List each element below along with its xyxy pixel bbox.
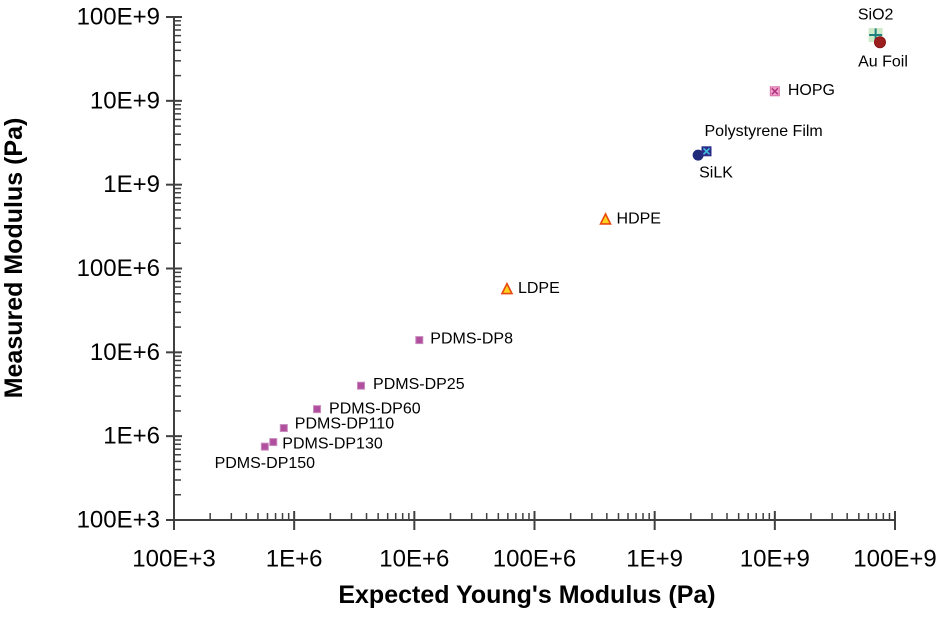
point-label: Polystyrene Film: [705, 123, 823, 140]
marker-x-stroke: [771, 87, 779, 95]
data-point-polystyrene-film: Polystyrene Film: [701, 123, 823, 157]
square-marker: [357, 381, 366, 390]
point-label: LDPE: [518, 280, 560, 297]
x-axis-title: Expected Young's Modulus (Pa): [338, 581, 715, 609]
circle-marker: [873, 36, 886, 49]
data-point-au-foil: Au Foil: [858, 36, 908, 71]
axes: [166, 16, 896, 530]
point-label: SiLK: [699, 165, 733, 182]
marker-x-stroke: [702, 147, 711, 155]
y-tick-label: 100E+3: [77, 507, 160, 534]
point-label: PDMS-DP110: [295, 416, 394, 433]
point-label: SiO2: [858, 6, 894, 23]
square-marker: [313, 405, 322, 414]
y-tick-label: 100E+6: [77, 255, 160, 282]
y-tick-label: 10E+6: [90, 339, 160, 366]
data-point-pdms-dp110: PDMS-DP110: [279, 416, 394, 433]
data-point-silk: SiLK: [692, 149, 733, 182]
y-tick-label: 1E+6: [103, 423, 160, 450]
point-label: HOPG: [788, 82, 835, 99]
y-tick-label: 10E+9: [90, 87, 160, 114]
data-point-ldpe: LDPE: [500, 280, 560, 297]
data-point-pdms-dp130: PDMS-DP130: [269, 436, 383, 453]
data-point-pdms-dp150: PDMS-DP150: [215, 442, 316, 472]
x-tick-label: 100E+9: [853, 546, 936, 573]
data-point-pdms-dp8: PDMS-DP8: [415, 331, 513, 348]
point-label: PDMS-DP25: [373, 376, 465, 393]
x-tick-label: 100E+3: [132, 546, 215, 573]
y-axis-title: Measured Modulus (Pa): [0, 118, 28, 399]
x-tick-label: 10E+9: [740, 546, 810, 573]
point-label: PDMS-DP60: [329, 401, 421, 418]
square-marker: [269, 438, 278, 447]
point-label: PDMS-DP130: [282, 436, 383, 453]
data-point-pdms-dp25: PDMS-DP25: [357, 376, 465, 393]
y-tick-label: 100E+9: [77, 4, 160, 31]
y-tick-label: 1E+9: [103, 171, 160, 198]
x-tick-label: 1E+6: [266, 546, 323, 573]
point-label: PDMS-DP8: [430, 331, 513, 348]
x-tick-label: 100E+6: [493, 546, 576, 573]
point-label: HDPE: [617, 210, 661, 227]
point-label: PDMS-DP150: [215, 455, 316, 472]
triangle-marker: [599, 212, 612, 225]
data-point-hdpe: HDPE: [599, 210, 661, 227]
square-marker: [415, 336, 424, 345]
point-label: Au Foil: [858, 54, 908, 71]
square-marker: [260, 442, 269, 451]
x-tick-label: 10E+6: [379, 546, 449, 573]
tick-labels: 100E+3 1E+6 10E+6 100E+6 1E+9 10E+9 100E+9 100E…: [77, 4, 937, 573]
data-point-pdms-dp60: PDMS-DP60: [313, 401, 421, 418]
data-point-sio2: SiO2: [858, 6, 894, 42]
square-marker: [279, 424, 288, 433]
data-point-hopg: HOPG: [769, 82, 835, 99]
x-tick-label: 1E+9: [626, 546, 683, 573]
triangle-marker: [500, 281, 514, 295]
